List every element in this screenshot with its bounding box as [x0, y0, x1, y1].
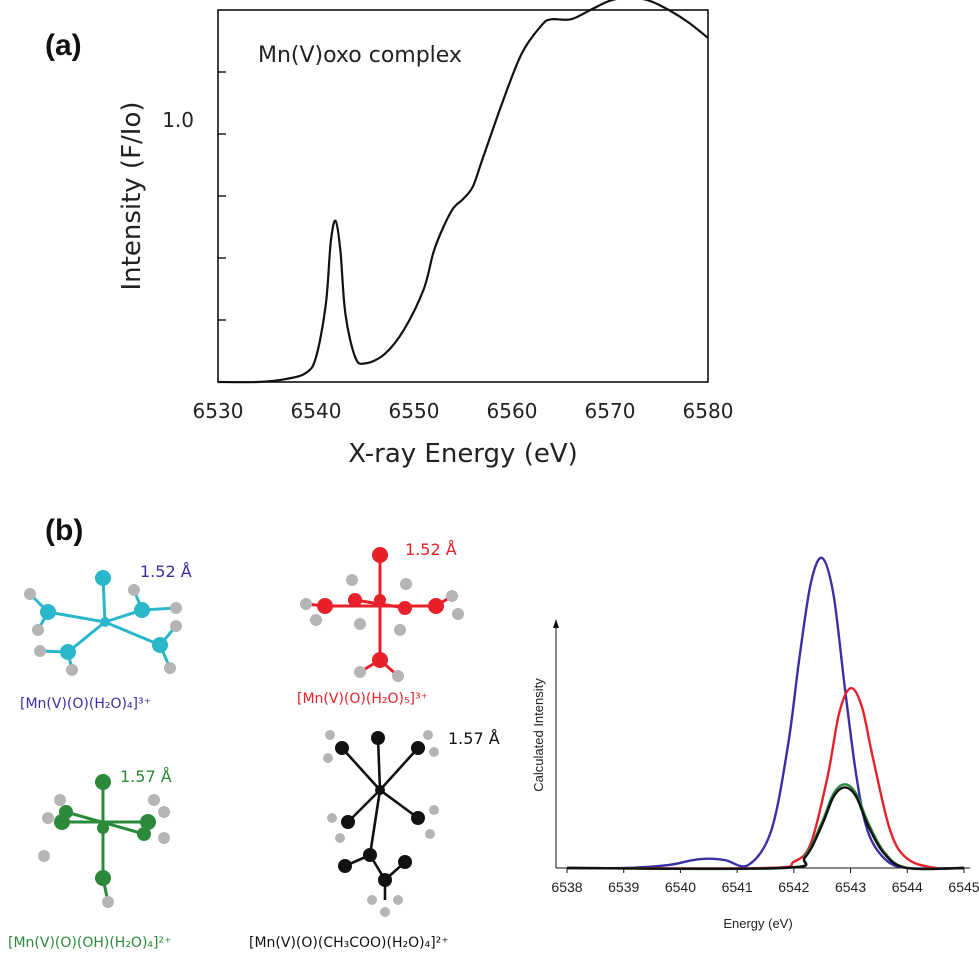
molecule-2-distance: 1.52 Å — [405, 540, 457, 559]
chart-b-series-line — [566, 686, 965, 870]
chart-b-series-line — [566, 786, 965, 871]
chart-a-xtick-label: 6540 — [291, 399, 342, 423]
molecule-2-formula: [Mn(V)(O)(H₂O)₅]³⁺ — [297, 691, 428, 707]
chart-a-y-axis-label: Intensity (F/Io) — [117, 101, 147, 290]
chart-b-series-line — [566, 556, 965, 870]
chart-a-ytick-label: 1.0 — [162, 108, 194, 132]
chart-a-xtick-label: 6580 — [683, 399, 734, 423]
molecule-2-atoms — [300, 547, 464, 682]
chart-a-xtick-label: 6530 — [193, 399, 244, 423]
chart-a-x-axis-label: X-ray Energy (eV) — [348, 439, 578, 469]
molecule-4-distance: 1.57 Å — [448, 729, 500, 748]
chart-a-xtick-label: 6550 — [389, 399, 440, 423]
molecule-mn-oxo-ch3coo-h2o4-2plus — [341, 737, 419, 900]
molecule-1-atoms — [24, 570, 182, 676]
chart-a-xtick-label: 6570 — [585, 399, 636, 423]
chart-b-ticks: 6538 6539 6540 6541 6542 6543 6544 6545 — [551, 868, 979, 895]
chart-b-xtick-label: 6544 — [892, 879, 923, 895]
chart-b-xtick-label: 6543 — [835, 879, 866, 895]
molecule-3-distance: 1.57 Å — [120, 767, 172, 786]
chart-a-series-line — [217, 0, 709, 384]
molecule-4-formula: [Mn(V)(O)(CH₃COO)(H₂O)₄]²⁺ — [249, 935, 449, 951]
chart-a-ticks: 6530 6540 6550 6560 6570 6580 — [193, 71, 734, 423]
chart-b-xtick-label: 6541 — [722, 879, 753, 895]
panel-a-label: (a) — [45, 29, 82, 62]
molecule-4-atoms — [323, 730, 439, 917]
chart-b-y-axis-label: Calculated Intensity — [531, 678, 546, 792]
molecule-3-formula: [Mn(V)(O)(OH)(H₂O)₄]²⁺ — [8, 935, 172, 951]
chart-b-series — [566, 556, 965, 871]
chart-b-xtick-label: 6540 — [665, 879, 696, 895]
chart-b-xtick-label: 6542 — [778, 879, 809, 895]
chart-b-y-axis-arrow — [553, 619, 559, 628]
chart-b-xtick-label: 6539 — [608, 879, 639, 895]
panel-b-label: (b) — [45, 514, 83, 547]
chart-b-xtick-label: 6545 — [948, 879, 979, 895]
molecule-1-distance: 1.52 Å — [140, 562, 192, 581]
molecule-3-atoms — [38, 774, 170, 908]
chart-b-xtick-label: 6538 — [551, 879, 582, 895]
chart-b-x-axis-label: Energy (eV) — [723, 916, 792, 931]
molecule-1-formula: [Mn(V)(O)(H₂O)₄]³⁺ — [20, 696, 151, 712]
chart-a-annotation: Mn(V)oxo complex — [258, 43, 462, 68]
chart-a-xtick-label: 6560 — [487, 399, 538, 423]
